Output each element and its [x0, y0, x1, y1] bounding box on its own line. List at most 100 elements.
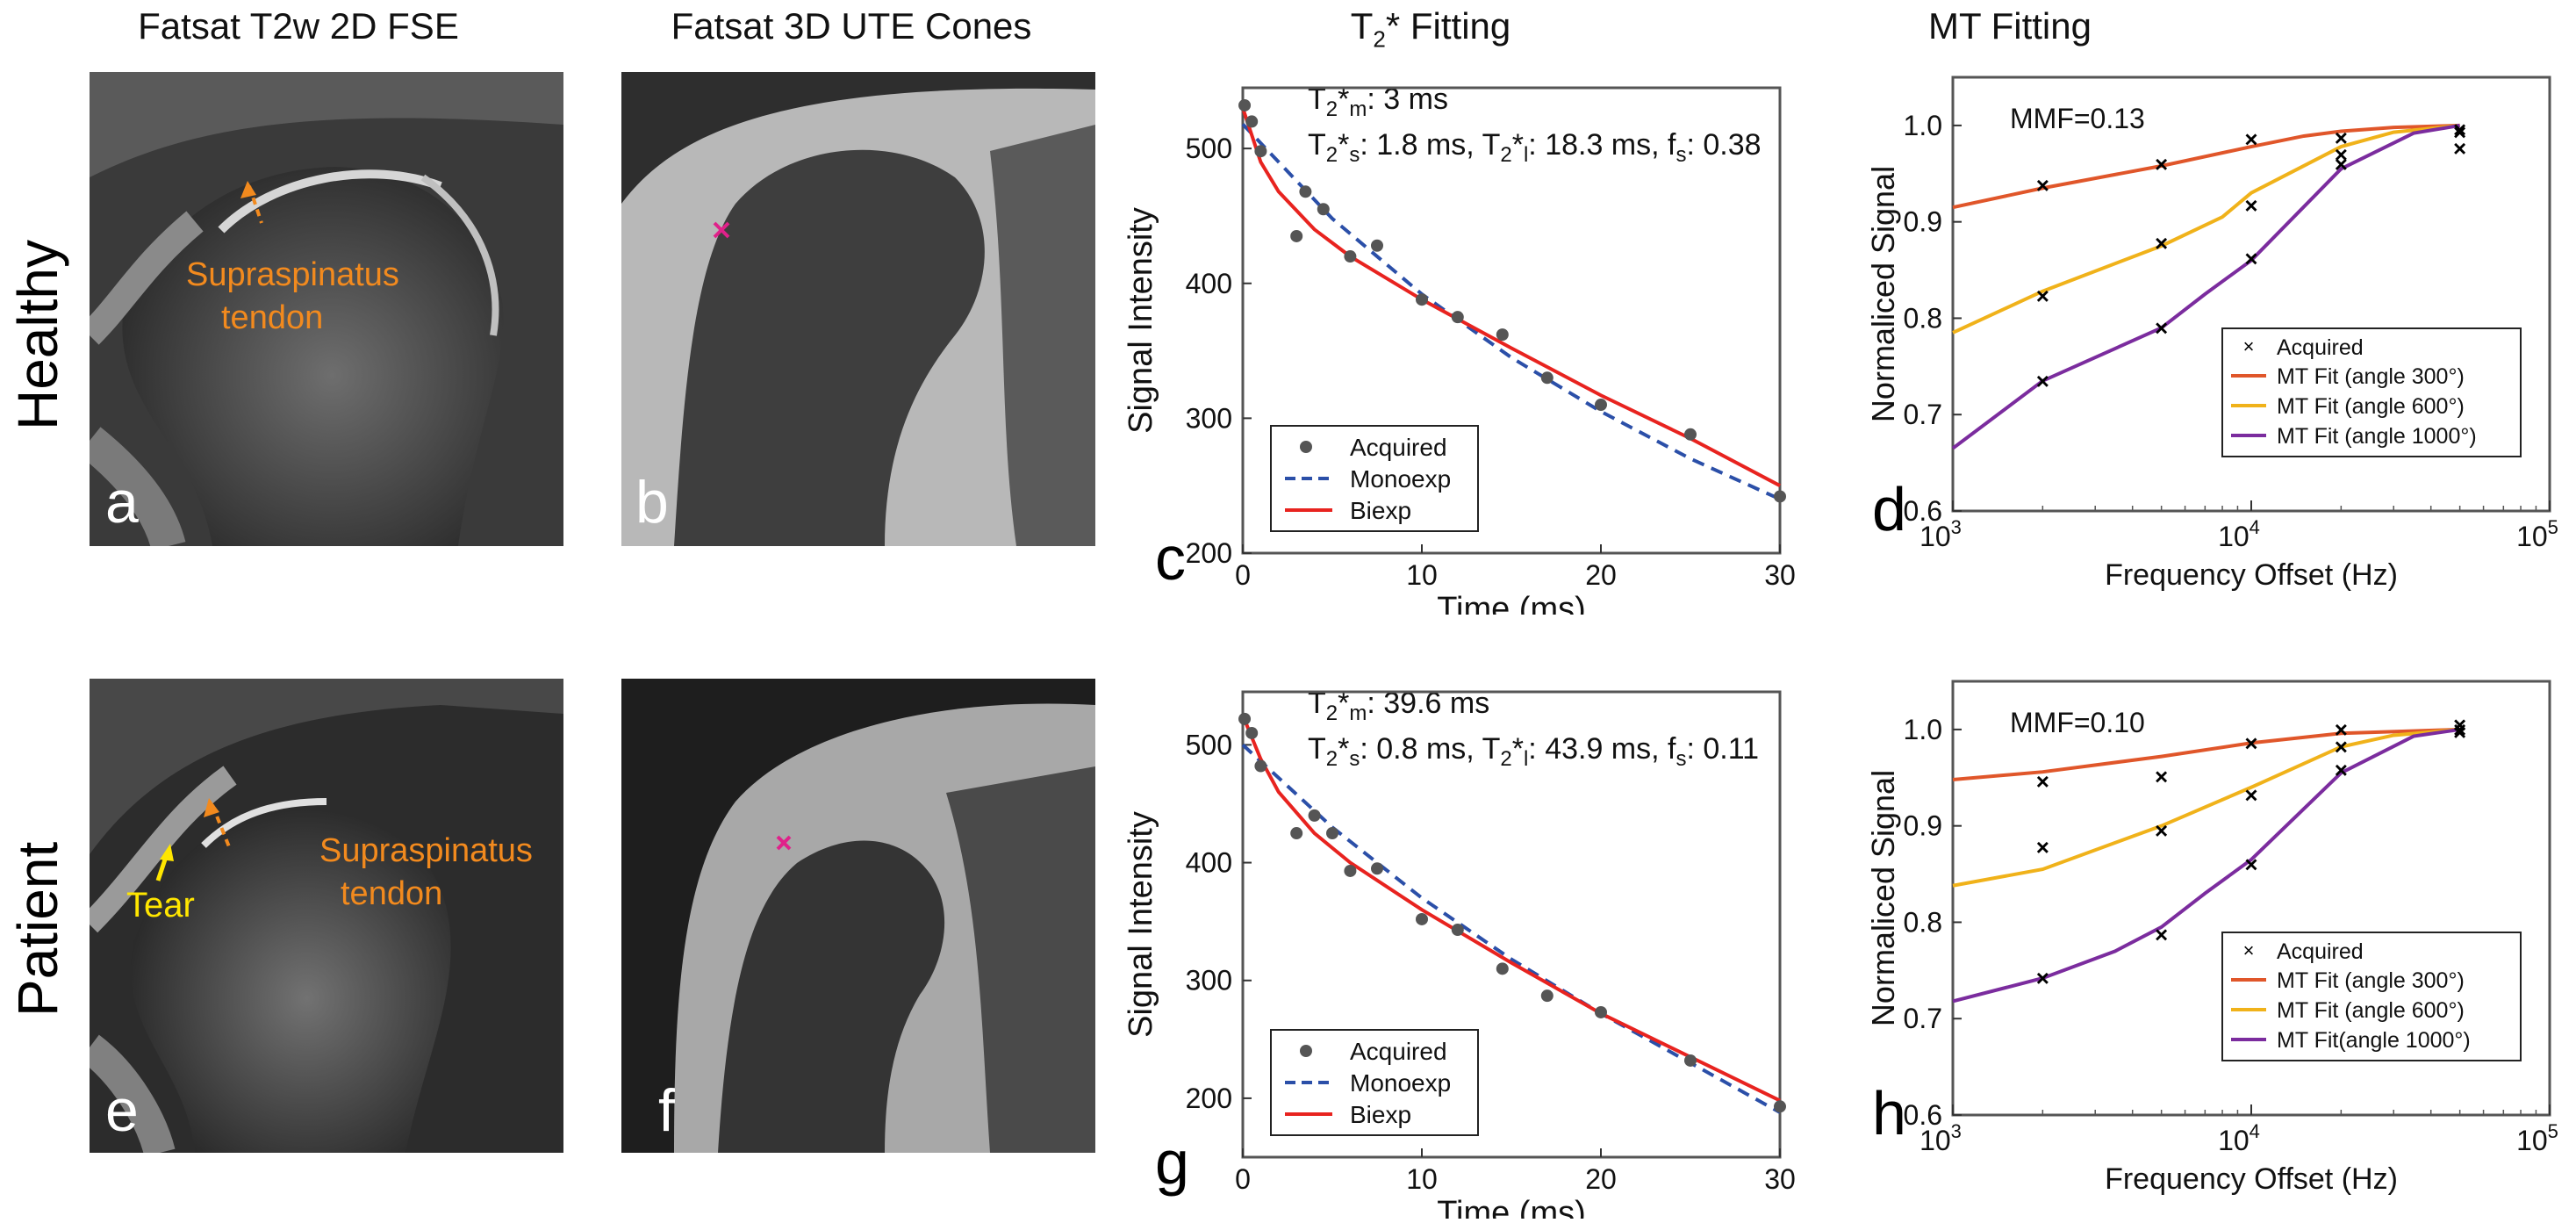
- chart-g-frame: [1241, 690, 1782, 1159]
- acquired-point: ×: [2244, 852, 2257, 878]
- acquired-point: [1451, 924, 1464, 937]
- acquired-point: [1290, 229, 1303, 242]
- row-label-patient: Patient: [6, 841, 69, 1017]
- y-tick-label: 0.9: [1904, 810, 1942, 842]
- y-tick-label: 0.6: [1904, 1099, 1942, 1131]
- x-tick-label: 0: [1235, 559, 1251, 591]
- y-axis-label: Signal Intensity: [1123, 811, 1159, 1038]
- legend-acquired-label: Acquired: [2277, 335, 2364, 360]
- panel-letter-d: d: [1872, 475, 1906, 543]
- acquired-point: ×: [2244, 192, 2257, 219]
- acquired-point: ×: [2036, 834, 2049, 860]
- panel-letter-e: e: [105, 1077, 139, 1144]
- acquired-point: ×: [2244, 245, 2257, 271]
- legend-mt-fit-1-label: MT Fit (angle 300°): [2277, 968, 2465, 993]
- legend-mt-fit-3-label: MT Fit(angle 1000°): [2277, 1028, 2471, 1053]
- legend-mt-fit-1-label: MT Fit (angle 300°): [2277, 364, 2465, 389]
- acquired-point: [1774, 1100, 1786, 1113]
- x-axis-label: Time (ms): [1437, 1195, 1586, 1219]
- legend-mt-fit-3-label: MT Fit (angle 1000°): [2277, 424, 2477, 449]
- legend-mt-fit-2-label: MT Fit (angle 600°): [2277, 394, 2465, 419]
- y-tick-label: 400: [1186, 268, 1232, 299]
- panel-letter-b: b: [635, 469, 669, 536]
- acquired-point: [1595, 399, 1607, 412]
- x-axis-label: Frequency Offset (Hz): [2105, 558, 2398, 592]
- mmf-annotation: MMF=0.13: [2010, 103, 2145, 134]
- legend-monoexp-label: Monoexp: [1350, 465, 1451, 493]
- acquired-point: [1254, 759, 1267, 773]
- acquired-point: ×: [2036, 965, 2049, 991]
- acquired-point: [1254, 145, 1267, 158]
- series-mt-fit-3-line: [1952, 727, 2460, 1004]
- acquired-point: ×: [2155, 151, 2168, 177]
- acquired-point: ×: [2453, 719, 2466, 745]
- acquired-point: ×: [2453, 711, 2466, 737]
- acquired-point: [1344, 250, 1357, 263]
- mri-image-e: Supraspinatus tendon Tear e: [90, 679, 563, 1153]
- acquired-point: [1416, 293, 1428, 306]
- series-monoexp-line: [1241, 123, 1781, 501]
- series-biexp-line: [1241, 107, 1781, 487]
- column-title-fse: Fatsat T2w 2D FSE: [138, 5, 459, 47]
- acquired-point: ×: [2036, 368, 2049, 394]
- acquired-point: ×: [2335, 141, 2348, 168]
- acquired-point: ×: [2335, 757, 2348, 783]
- chart-g: T2*m: 39.6 ms T2*s: 0.8 ms, T2*l: 43.9 m…: [1106, 657, 1843, 1223]
- series-mt-fit-1-line: [1952, 123, 2460, 210]
- y-tick-label: 200: [1186, 1083, 1232, 1114]
- acquired-point: [1326, 827, 1338, 840]
- acquired-point: [1308, 809, 1321, 822]
- acquired-point: [1416, 912, 1428, 925]
- legend-acquired-marker: ×: [2243, 335, 2255, 357]
- column-title-mt: MT Fitting: [1928, 5, 2092, 47]
- column-title-ute: Fatsat 3D UTE Cones: [671, 5, 1032, 47]
- acquired-point: [1238, 98, 1252, 112]
- y-tick-label: 0.8: [1904, 302, 1942, 334]
- acquired-point: [1595, 1005, 1607, 1018]
- legend-acquired-label: Acquired: [1350, 434, 1447, 461]
- acquired-point: [1684, 428, 1697, 441]
- y-tick-label: 0.6: [1904, 495, 1942, 527]
- acquired-point: ×: [2155, 922, 2168, 948]
- series-mt-fit-2-line: [1952, 123, 2460, 335]
- acquired-point: ×: [2244, 730, 2257, 756]
- x-axis-label: Time (ms): [1437, 591, 1586, 615]
- acquired-point: ×: [2244, 782, 2257, 809]
- y-tick-label: 300: [1186, 965, 1232, 996]
- legend-biexp-label: Biexp: [1350, 497, 1411, 524]
- acquired-point: ×: [2453, 119, 2466, 146]
- acquired-point: [1344, 864, 1357, 877]
- x-tick-label: 10: [1406, 559, 1438, 591]
- acquired-point: ×: [2155, 314, 2168, 341]
- acquired-point: [1540, 989, 1553, 1003]
- legend-monoexp-label: Monoexp: [1350, 1069, 1451, 1097]
- acquired-point: ×: [2453, 135, 2466, 162]
- row-label-healthy: Healthy: [6, 240, 69, 430]
- chart-g-svg: T2*m: 39.6 ms T2*s: 0.8 ms, T2*l: 43.9 m…: [1123, 687, 1796, 1223]
- legend-acquired-marker: ×: [2243, 939, 2255, 961]
- acquired-point: ×: [2036, 768, 2049, 795]
- y-tick-label: 1.0: [1904, 714, 1942, 745]
- acquired-point: [1540, 371, 1553, 385]
- x-tick-label: 10: [1406, 1163, 1438, 1195]
- legend-biexp-label: Biexp: [1350, 1101, 1411, 1128]
- acquired-point: ×: [2155, 230, 2168, 256]
- acquired-point: [1238, 712, 1252, 725]
- y-tick-label: 0.7: [1904, 1003, 1942, 1034]
- x-tick-label: 20: [1585, 559, 1617, 591]
- x-tick-label: 30: [1764, 559, 1796, 591]
- x-axis-label: Frequency Offset (Hz): [2105, 1162, 2398, 1196]
- chart-c-svg: T2*m: 3 ms T2*s: 1.8 ms, T2*l: 18.3 ms, …: [1123, 83, 1796, 628]
- y-tick-label: 500: [1186, 729, 1232, 760]
- series-mt-fit-1-line: [1952, 727, 2460, 781]
- acquired-point: [1317, 203, 1330, 216]
- y-tick-label: 0.8: [1904, 906, 1942, 938]
- acquired-point: [1371, 862, 1383, 875]
- mri-image-a: Supraspinatus tendon a: [90, 72, 563, 546]
- legend-acquired-marker: [1300, 441, 1312, 453]
- x-tick-label: 104: [2218, 1120, 2260, 1156]
- acquired-point: ×: [2335, 125, 2348, 151]
- y-tick-label: 0.7: [1904, 399, 1942, 430]
